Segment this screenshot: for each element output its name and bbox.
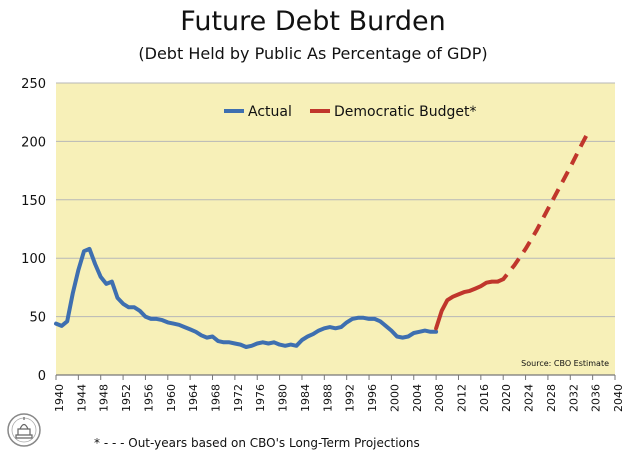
y-axis: 0 50 100 150 200 250 [21, 77, 615, 384]
x-tick-label-2024: 2024 [523, 384, 536, 412]
x-tick-label-1996: 1996 [366, 384, 379, 412]
x-tick-label-2028: 2028 [545, 384, 558, 412]
y-tick-label-250: 250 [21, 77, 46, 92]
x-tick-label-1976: 1976 [254, 384, 267, 412]
y-tick-label-50: 50 [29, 311, 46, 326]
source-note: Source: CBO Estimate [521, 359, 609, 368]
x-tick-label-1944: 1944 [75, 384, 88, 412]
gridlines [56, 82, 615, 318]
x-tick-label-2040: 2040 [612, 384, 625, 412]
x-tick-label-1956: 1956 [142, 384, 155, 412]
x-tick-label-2004: 2004 [411, 384, 424, 412]
x-tick-label-2032: 2032 [567, 384, 580, 412]
legend: Actual Democratic Budget* [224, 104, 477, 120]
plot-area [56, 83, 615, 375]
x-tick-label-2012: 2012 [455, 384, 468, 412]
legend-label-democratic-budget: Democratic Budget* [334, 104, 477, 120]
x-axis: 1940 1944 1948 1952 1956 1960 1964 1968 1972 1976… [53, 375, 625, 412]
x-tick-label-1972: 1972 [232, 384, 245, 412]
series-lines [54, 133, 589, 349]
chart-title: Future Debt Burden [180, 6, 446, 37]
capitol-seal-icon [7, 413, 41, 447]
y-tick-label-100: 100 [21, 252, 46, 267]
series-line-democratic-budget-solid [434, 279, 500, 331]
x-tick-label-1964: 1964 [187, 384, 200, 412]
footnote: * - - - Out-years based on CBO's Long-Te… [94, 436, 420, 450]
x-tick-label-2016: 2016 [478, 384, 491, 412]
x-tick-label-1960: 1960 [165, 384, 178, 412]
y-tick-label-200: 200 [21, 135, 46, 150]
x-tick-label-1952: 1952 [120, 384, 133, 412]
x-tick-label-1940: 1940 [53, 384, 66, 412]
chart-subtitle: (Debt Held by Public As Percentage of GD… [138, 44, 488, 63]
x-tick-label-1984: 1984 [299, 384, 312, 412]
x-tick-label-2036: 2036 [590, 384, 603, 412]
x-tick-label-1968: 1968 [210, 384, 223, 412]
series-line-actual [54, 246, 439, 349]
legend-label-actual: Actual [248, 104, 292, 120]
x-tick-label-2000: 2000 [388, 384, 401, 412]
x-tick-label-1992: 1992 [344, 384, 357, 412]
x-tick-label-1948: 1948 [98, 384, 111, 412]
y-tick-label-150: 150 [21, 194, 46, 209]
x-tick-label-2008: 2008 [433, 384, 446, 412]
x-tick-label-1988: 1988 [321, 384, 334, 412]
x-tick-label-2020: 2020 [500, 384, 513, 412]
series-line-democratic-budget-dashed [496, 133, 589, 284]
y-tick-label-0: 0 [38, 369, 46, 384]
x-tick-label-1980: 1980 [277, 384, 290, 412]
